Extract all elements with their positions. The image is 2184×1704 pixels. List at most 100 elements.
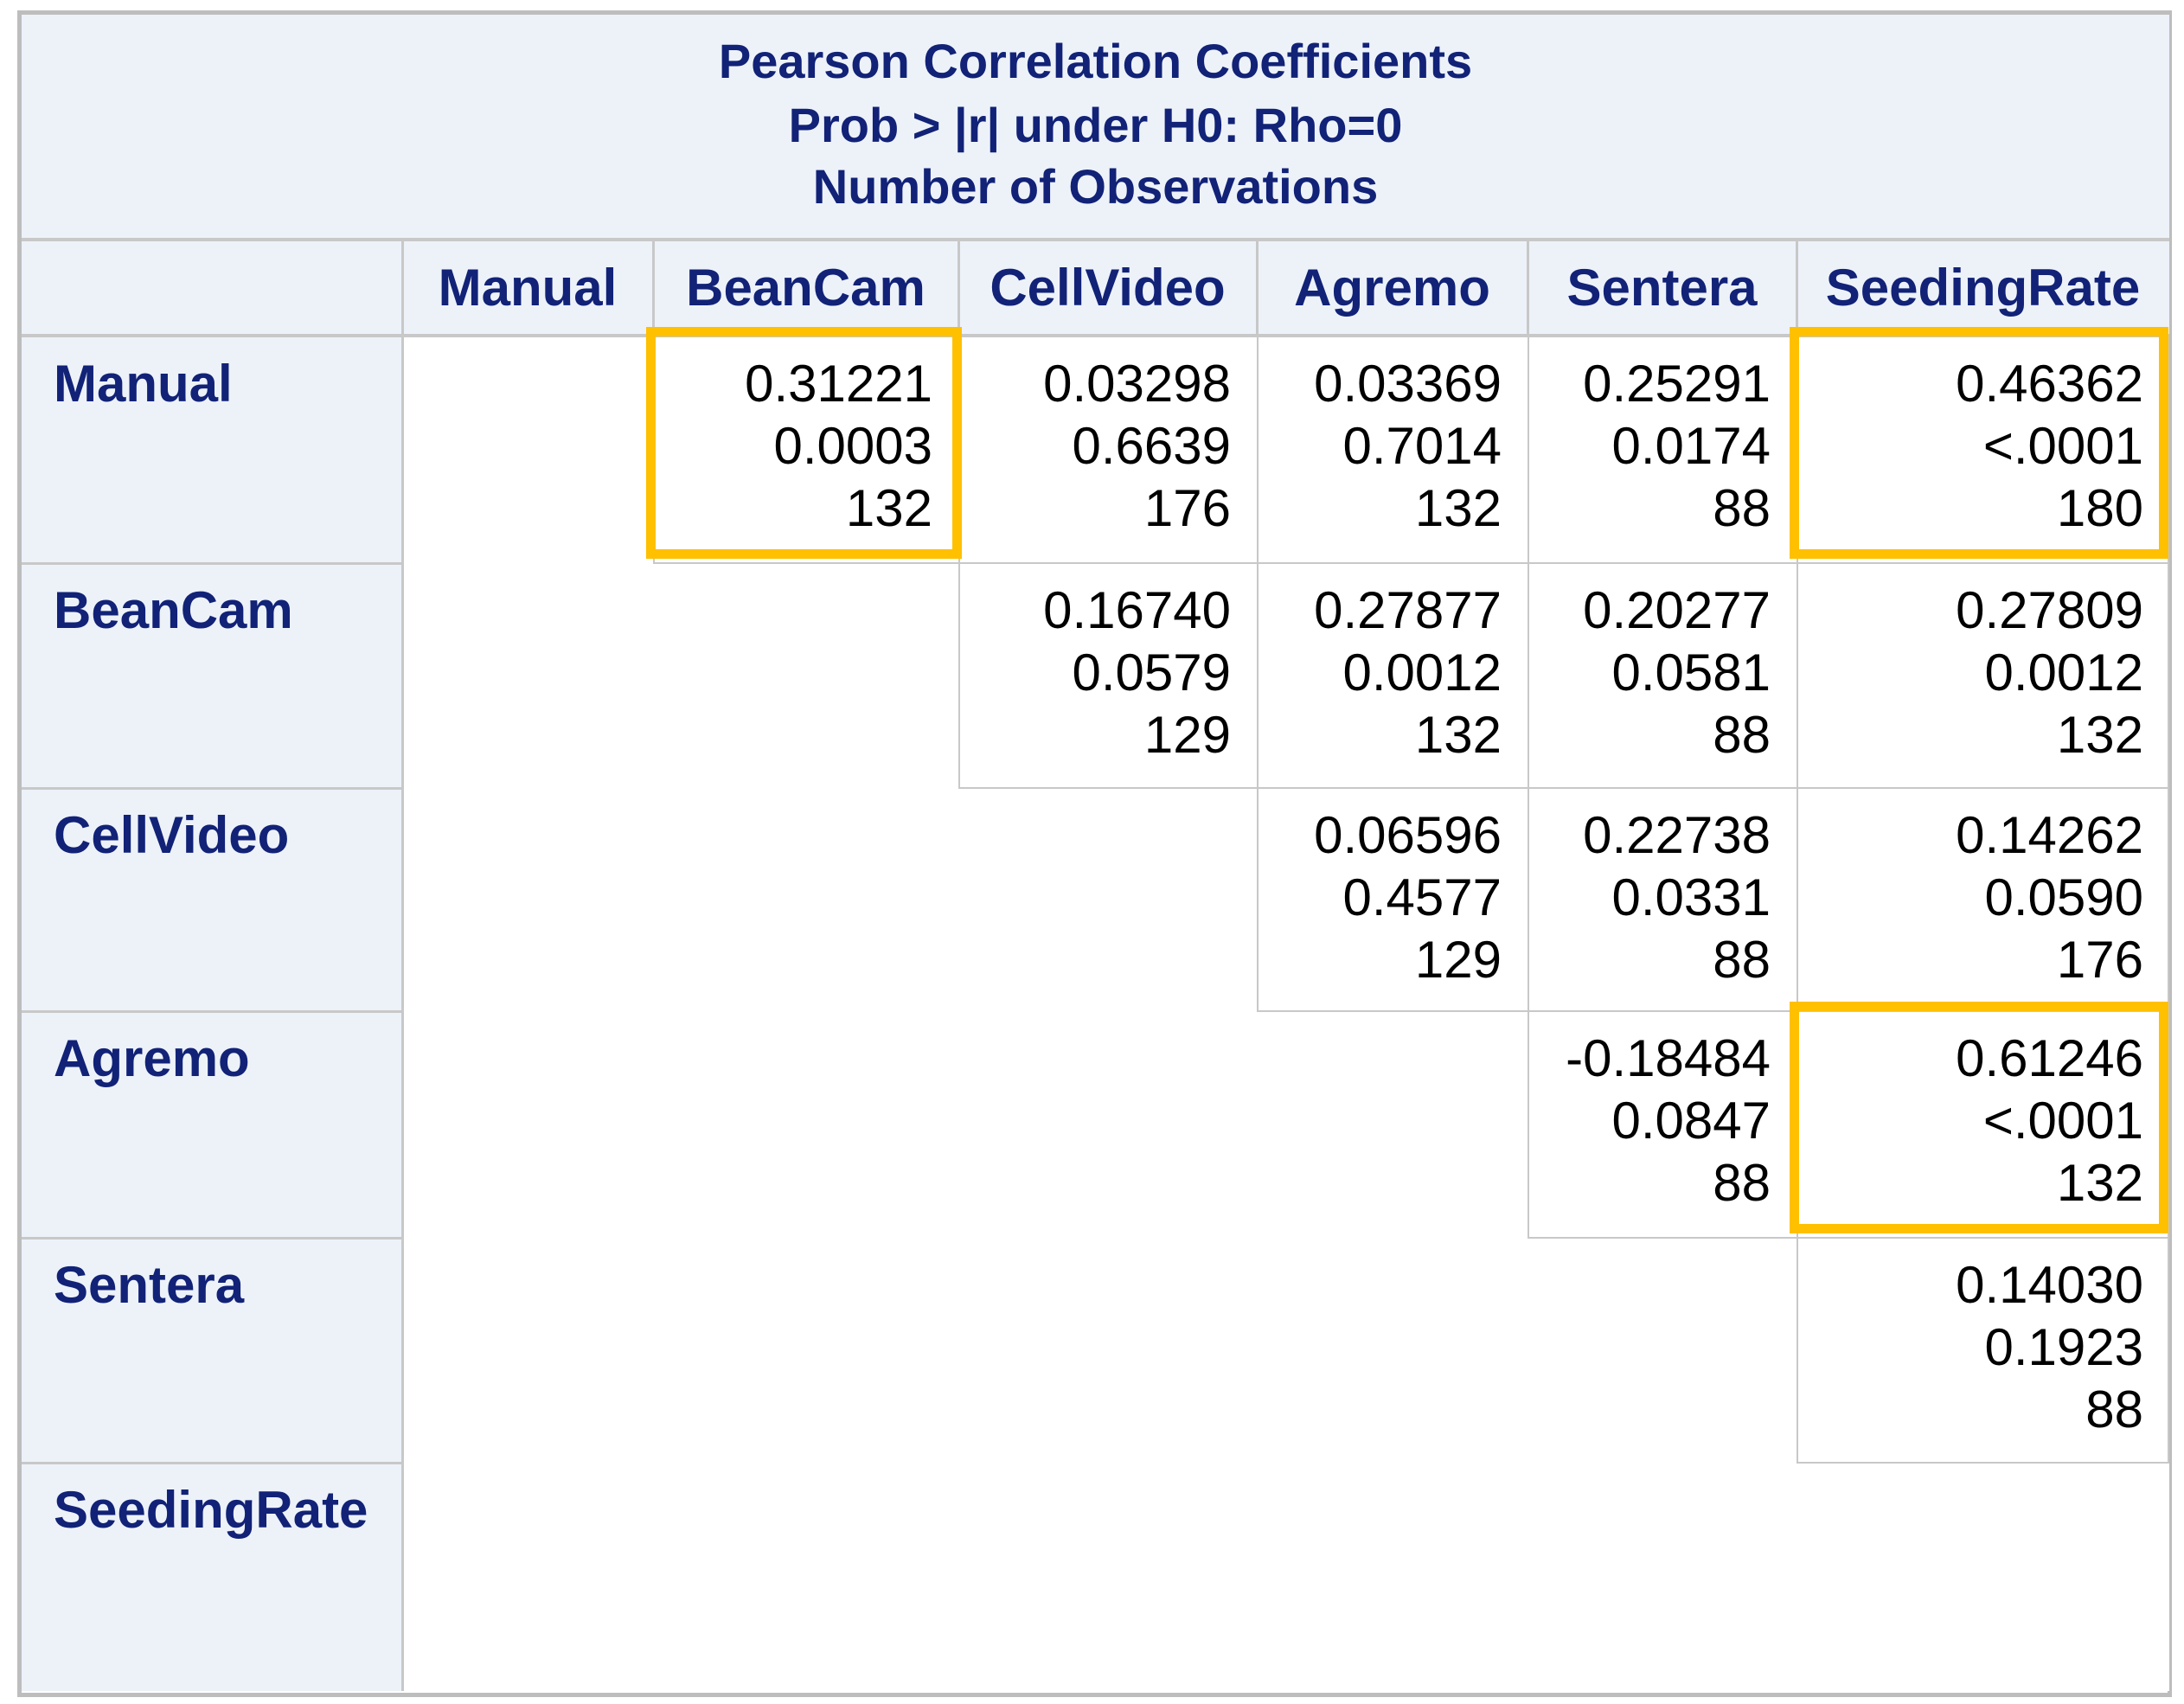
grid-line-colhdr-v4 — [1256, 240, 1259, 336]
cell-n-manual-agremo: 132 — [1414, 479, 1502, 537]
table-title-line-1: Pearson Correlation Coefficients — [718, 34, 1473, 88]
cell-border-left-r4c5 — [1797, 1237, 1798, 1462]
cell-p-sentera-seedingrate: 0.1923 — [1984, 1318, 2143, 1376]
cell-n-agremo-seedingrate: 132 — [2056, 1154, 2143, 1212]
grid-line-title-bottom — [22, 238, 2169, 241]
grid-line-rowhdr-v — [401, 336, 404, 1691]
cell-border-top-r2c3 — [1257, 787, 1528, 789]
cell-border-bottom-r1c2 — [958, 787, 1257, 789]
cell-r-manual-cellvideo: 0.03298 — [1043, 355, 1231, 413]
cell-r-manual-sentera: 0.25291 — [1583, 355, 1771, 413]
cell-border-right-r1c5 — [2168, 562, 2169, 787]
cell-border-left-r2c5 — [1797, 787, 1798, 1010]
cell-r-beancam-cellvideo: 0.16740 — [1043, 581, 1231, 639]
cell-p-agremo-seedingrate: <.0001 — [1982, 1092, 2143, 1150]
cell-p-agremo-sentera: 0.0847 — [1611, 1092, 1771, 1150]
cell-p-manual-beancam: 0.0003 — [773, 417, 932, 475]
cell-border-left-r0c3 — [1257, 336, 1259, 562]
cell-border-top-r0c5 — [1797, 336, 2169, 337]
highlight-box-manual-seedingrate — [1790, 327, 2168, 559]
column-header-seedingrate: SeedingRate — [1825, 259, 2141, 317]
column-header-sentera: Sentera — [1566, 259, 1758, 317]
cell-border-bottom-r2c3 — [1257, 1010, 1528, 1012]
grid-line-rowhdr-h5 — [22, 1462, 402, 1464]
cell-border-top-r3c4 — [1528, 1010, 1797, 1012]
cell-border-top-r3c5 — [1797, 1010, 2169, 1012]
cell-r-manual-beancam: 0.31221 — [745, 355, 932, 413]
cell-border-left-r0c4 — [1528, 336, 1529, 562]
grid-line-rowhdr-h1 — [22, 562, 402, 565]
cell-p-manual-sentera: 0.0174 — [1611, 417, 1771, 475]
grid-line-colhdr-v5 — [1527, 240, 1529, 336]
cell-border-top-r0c3 — [1257, 336, 1528, 337]
cell-border-top-r1c5 — [1797, 562, 2169, 564]
cell-n-beancam-seedingrate: 132 — [2056, 706, 2143, 764]
row-header-seedingrate: SeedingRate — [54, 1481, 368, 1539]
grid-line-rowhdr-h3 — [22, 1010, 402, 1013]
cell-r-agremo-sentera: -0.18484 — [1566, 1029, 1771, 1087]
cell-border-bottom-r3c4 — [1528, 1237, 1797, 1239]
table-body-bg — [402, 336, 2169, 1691]
cell-r-manual-agremo: 0.03369 — [1314, 355, 1502, 413]
cell-p-beancam-agremo: 0.0012 — [1342, 644, 1502, 701]
cell-border-right-r4c5 — [2168, 1237, 2169, 1462]
cell-r-sentera-seedingrate: 0.14030 — [1956, 1256, 2143, 1314]
cell-r-beancam-seedingrate: 0.27809 — [1956, 581, 2143, 639]
cell-p-beancam-sentera: 0.0581 — [1611, 644, 1771, 701]
cell-border-left-r2c4 — [1528, 787, 1529, 1010]
column-header-cellvideo: CellVideo — [990, 259, 1226, 317]
cell-r-agremo-seedingrate: 0.61246 — [1956, 1029, 2143, 1087]
cell-r-cellvideo-seedingrate: 0.14262 — [1956, 806, 2143, 864]
cell-border-left-r1c4 — [1528, 562, 1529, 787]
table-title-line-2: Prob > |r| under H0: Rho=0 — [788, 98, 1403, 152]
cell-n-agremo-sentera: 88 — [1713, 1154, 1771, 1212]
cell-n-beancam-cellvideo: 129 — [1143, 706, 1231, 764]
cell-border-top-r1c4 — [1528, 562, 1797, 564]
cell-p-beancam-seedingrate: 0.0012 — [1984, 644, 2143, 701]
cell-p-cellvideo-seedingrate: 0.0590 — [1984, 868, 2143, 926]
row-header-sentera: Sentera — [54, 1256, 245, 1314]
cell-n-sentera-seedingrate: 88 — [2085, 1380, 2143, 1438]
cell-r-manual-seedingrate: 0.46362 — [1956, 355, 2143, 413]
cell-p-manual-cellvideo: 0.6639 — [1072, 417, 1231, 475]
cell-n-cellvideo-agremo: 129 — [1414, 931, 1502, 989]
cell-border-right-r0c5 — [2168, 336, 2169, 562]
cell-n-cellvideo-sentera: 88 — [1713, 931, 1771, 989]
table-title-line-3: Number of Observations — [812, 159, 1379, 214]
highlight-box-agremo-seedingrate — [1790, 1002, 2168, 1233]
row-header-manual: Manual — [54, 355, 233, 413]
cell-n-manual-beancam: 132 — [845, 479, 932, 537]
cell-r-beancam-agremo: 0.27877 — [1314, 581, 1502, 639]
cell-n-manual-sentera: 88 — [1713, 479, 1771, 537]
title-header-bg — [22, 15, 2169, 240]
cell-border-top-r0c2 — [958, 336, 1257, 337]
cell-border-right-r2c5 — [2168, 787, 2169, 1010]
grid-line-colhdr-v1 — [401, 240, 404, 336]
cell-border-top-r1c2 — [958, 562, 1257, 564]
cell-border-bottom-r0c1 — [653, 562, 958, 564]
cell-r-beancam-sentera: 0.20277 — [1583, 581, 1771, 639]
grid-line-colhdr-v2 — [652, 240, 655, 336]
cell-n-beancam-sentera: 88 — [1713, 706, 1771, 764]
column-header-beancam: BeanCam — [686, 259, 925, 317]
cell-p-manual-seedingrate: <.0001 — [1982, 417, 2143, 475]
cell-border-top-r1c3 — [1257, 562, 1528, 564]
cell-border-left-r1c3 — [1257, 562, 1259, 787]
cell-p-manual-agremo: 0.7014 — [1342, 417, 1502, 475]
cell-border-left-r1c5 — [1797, 562, 1798, 787]
grid-line-rowhdr-h2 — [22, 787, 402, 790]
column-header-agremo: Agremo — [1294, 259, 1490, 317]
cell-n-beancam-agremo: 132 — [1414, 706, 1502, 764]
cell-border-right-r3c5 — [2168, 1010, 2169, 1237]
grid-line-rowhdr-h4 — [22, 1237, 402, 1240]
column-header-manual: Manual — [438, 259, 618, 317]
grid-line-colhdr-v3 — [958, 240, 960, 336]
row-header-beancam: BeanCam — [54, 581, 293, 639]
row-header-bg — [22, 336, 402, 1691]
cell-border-left-r1c2 — [958, 562, 960, 787]
cell-r-cellvideo-agremo: 0.06596 — [1314, 806, 1502, 864]
highlight-box-manual-beancam — [646, 327, 962, 559]
cell-border-top-r4c5 — [1797, 1237, 2169, 1239]
cell-border-left-r2c3 — [1257, 787, 1259, 1010]
